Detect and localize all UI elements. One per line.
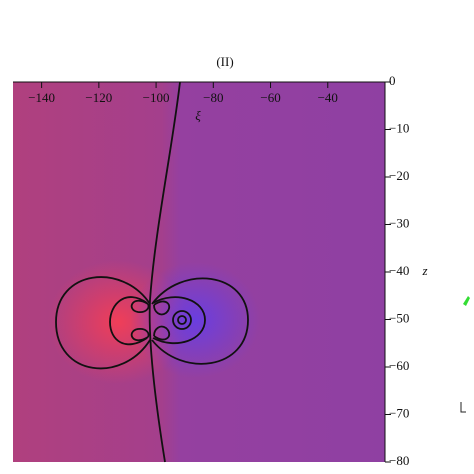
y-tick-label: −40: [389, 263, 409, 278]
neighbor-bracket: [460, 402, 466, 413]
contour-core: [177, 315, 187, 325]
neighbor-mark: [463, 296, 470, 306]
contour-left-outer: [55, 276, 151, 370]
y-axis-label: z: [421, 263, 427, 278]
chart-title: (II): [216, 54, 233, 69]
plot-area: [13, 81, 386, 463]
contour-left-inner: [109, 296, 148, 345]
x-tick-label: −80: [203, 90, 223, 105]
y-tick-label: −70: [389, 405, 409, 420]
y-tick-label: −10: [389, 120, 409, 135]
contour-loop: [130, 299, 150, 314]
zero-contour: [148, 81, 181, 463]
x-tick-label: −120: [85, 90, 112, 105]
x-tick-label: −40: [318, 90, 338, 105]
x-tick-label: −60: [260, 90, 280, 105]
x-tick-label: −140: [28, 90, 55, 105]
y-tick-label: −20: [389, 168, 409, 183]
y-tick-label: −30: [389, 215, 409, 230]
contour-loop: [153, 300, 171, 316]
x-tick-label: −100: [143, 90, 170, 105]
y-tick-label: 0: [389, 73, 396, 88]
y-tick-label: −80: [389, 453, 409, 468]
x-axis-label: ξ: [195, 108, 201, 123]
contour-right-outer: [151, 277, 249, 365]
negative-spot: [130, 262, 260, 378]
contour-loop: [130, 327, 150, 342]
contour-core: [172, 310, 192, 330]
contour-loop: [153, 325, 171, 341]
y-tick-label: −60: [389, 358, 409, 373]
y-tick-label: −50: [389, 310, 409, 325]
contour-right-inner: [152, 296, 206, 345]
